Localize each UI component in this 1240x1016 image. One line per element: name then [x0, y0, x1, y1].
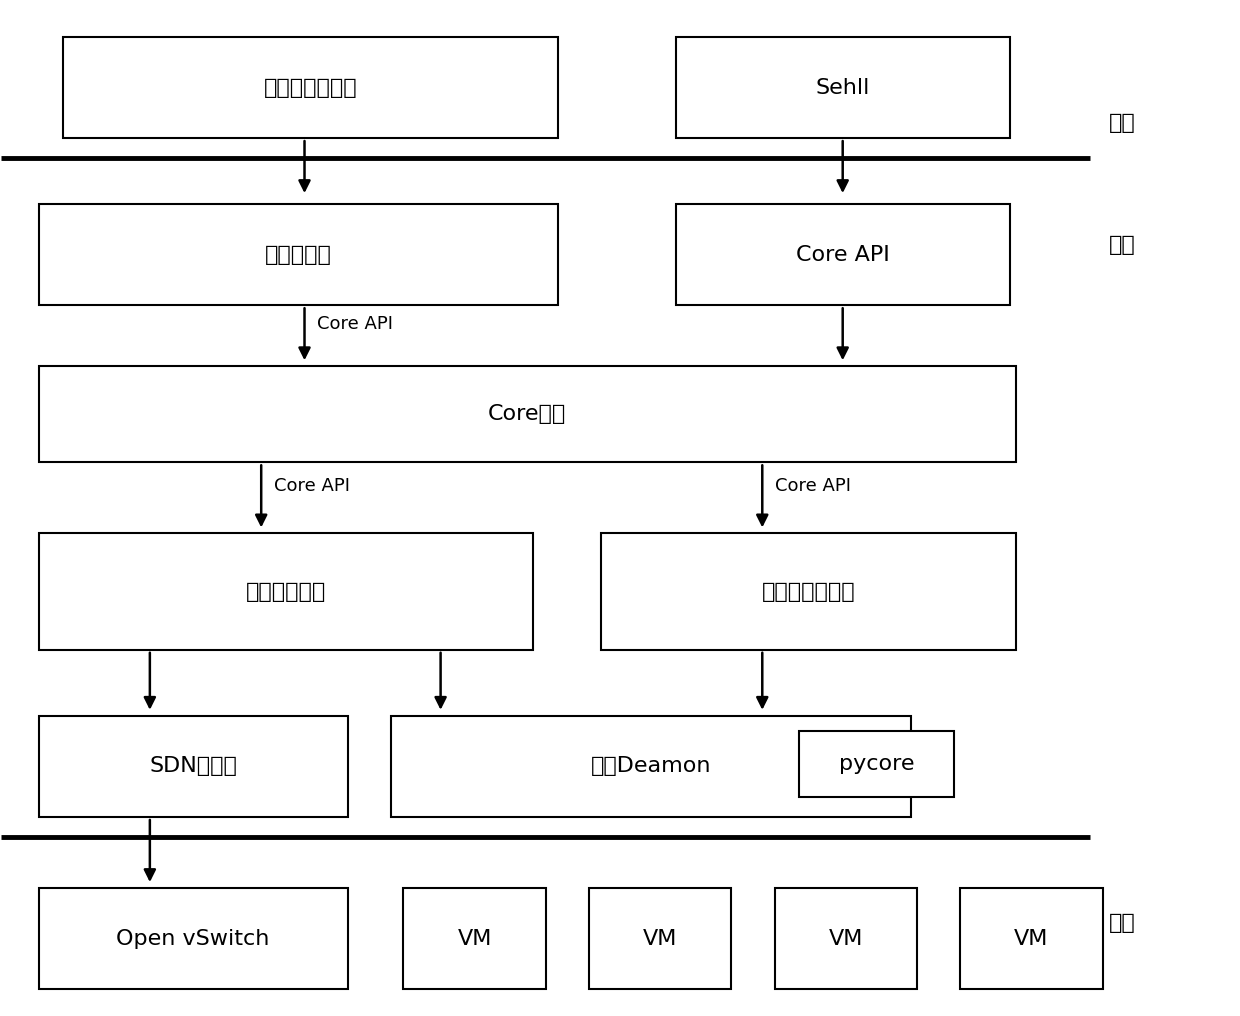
Text: 虚拟机置备服务: 虚拟机置备服务 — [761, 581, 856, 601]
Text: SDN控制器: SDN控制器 — [149, 756, 237, 776]
Text: 网络仿真服务: 网络仿真服务 — [246, 581, 326, 601]
Text: Open vSwitch: Open vSwitch — [117, 929, 270, 949]
Bar — [38, 715, 347, 817]
Text: VM: VM — [644, 929, 677, 949]
Bar — [63, 37, 558, 138]
Bar — [403, 888, 546, 990]
Text: Core服务: Core服务 — [489, 404, 567, 425]
Bar — [800, 731, 954, 797]
Bar — [38, 888, 347, 990]
Text: 拓扑解析器: 拓扑解析器 — [265, 245, 332, 265]
Text: 配置: 配置 — [1109, 113, 1136, 133]
Bar — [601, 533, 1016, 650]
Bar — [391, 715, 910, 817]
Text: VM: VM — [458, 929, 492, 949]
Text: 网络拓扑编辑器: 网络拓扑编辑器 — [264, 77, 357, 98]
Text: Core API: Core API — [274, 478, 350, 495]
Bar — [589, 888, 732, 990]
Text: Core API: Core API — [796, 245, 889, 265]
Bar — [676, 204, 1009, 306]
Bar — [960, 888, 1102, 990]
Bar — [676, 37, 1009, 138]
Bar — [775, 888, 916, 990]
Text: VM: VM — [1014, 929, 1049, 949]
Bar — [38, 366, 1016, 462]
Text: pycore: pycore — [839, 754, 914, 774]
Bar — [38, 533, 533, 650]
Text: 运行: 运行 — [1109, 913, 1136, 934]
Text: Core API: Core API — [317, 315, 393, 333]
Text: Core API: Core API — [775, 478, 851, 495]
Text: 后台Deamon: 后台Deamon — [590, 756, 712, 776]
Text: VM: VM — [828, 929, 863, 949]
Bar — [38, 204, 558, 306]
Text: 部署: 部署 — [1109, 235, 1136, 255]
Text: Sehll: Sehll — [816, 77, 870, 98]
